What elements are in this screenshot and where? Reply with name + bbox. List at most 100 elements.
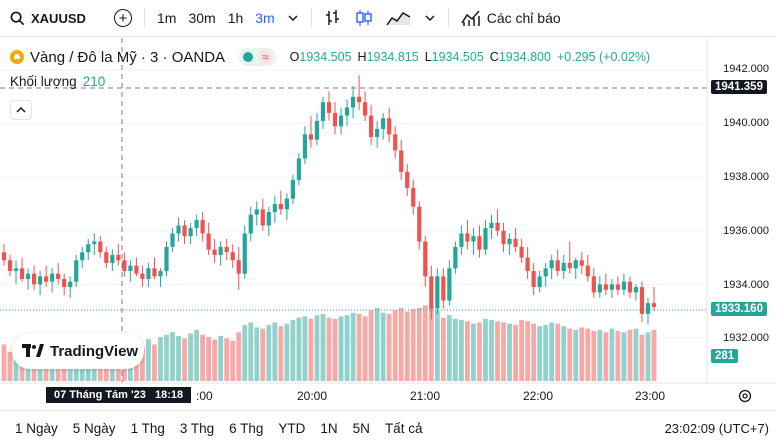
- volume-bar: [182, 338, 187, 381]
- range-1m[interactable]: 1 Thg: [130, 421, 165, 436]
- volume-bar: [543, 324, 549, 381]
- candle-body: [483, 228, 488, 250]
- price-tick: 1932.000: [723, 332, 769, 344]
- volume-bar: [380, 312, 386, 381]
- time-tick: 23:00: [635, 389, 666, 403]
- candle-body: [224, 246, 229, 253]
- price-tick: 1938.000: [723, 171, 769, 183]
- low-key: L: [424, 50, 432, 64]
- candle-body: [363, 102, 368, 116]
- area-style-button[interactable]: [386, 9, 412, 27]
- approx-icon: ≈: [259, 50, 272, 64]
- candle-body: [7, 260, 13, 271]
- symbol-search[interactable]: XAUUSD: [0, 11, 108, 26]
- timeframe-1m[interactable]: 1m: [157, 10, 177, 26]
- collapse-legend-button[interactable]: [10, 100, 32, 120]
- volume-bar: [248, 322, 254, 381]
- candle-body: [38, 276, 43, 285]
- candle-body: [387, 118, 392, 135]
- candle-body: [441, 276, 446, 301]
- chart-settings-button[interactable]: [737, 388, 753, 409]
- candle-body: [567, 262, 572, 269]
- volume-bar: [627, 329, 633, 381]
- volume-value: 210: [82, 74, 106, 89]
- volume-bar: [284, 323, 290, 381]
- volume-bar: [266, 324, 272, 381]
- candle-body: [525, 257, 530, 271]
- range-5y[interactable]: 5N: [352, 421, 370, 436]
- range-6m[interactable]: 6 Thg: [229, 421, 264, 436]
- tradingview-logo[interactable]: TradingView: [12, 333, 144, 369]
- candle-body: [513, 238, 518, 247]
- volume-bar: [573, 329, 579, 381]
- candle-style-button[interactable]: [354, 9, 374, 27]
- candle-body: [134, 265, 139, 274]
- market-status-badge[interactable]: ≈: [239, 48, 276, 66]
- crosshair-price-tag: 1941.359: [711, 80, 767, 94]
- high-value: 1934.815: [366, 50, 419, 64]
- indicators-button[interactable]: Các chỉ báo: [461, 9, 561, 27]
- volume-bar: [242, 324, 248, 381]
- timeframe-30m[interactable]: 30m: [188, 10, 216, 26]
- volume-bar: [200, 334, 206, 381]
- range-ytd[interactable]: YTD: [278, 421, 306, 436]
- candle-body: [332, 112, 338, 127]
- candle-body: [531, 271, 536, 288]
- candle-body: [158, 271, 163, 277]
- search-icon: [10, 11, 25, 25]
- candle-body: [633, 287, 639, 293]
- open-value: 1934.505: [299, 50, 352, 64]
- candle-body: [110, 254, 115, 263]
- candle-body: [338, 115, 344, 127]
- volume-bar: [525, 321, 531, 381]
- tradingview-logo-icon: [22, 344, 44, 357]
- volume-bar: [507, 323, 512, 381]
- current-price-tag: 1933.160: [711, 302, 767, 316]
- candle-body: [44, 276, 49, 282]
- bar-style-button[interactable]: [324, 9, 342, 27]
- volume-bar: [459, 320, 464, 381]
- range-5d[interactable]: 5 Ngày: [72, 421, 116, 436]
- volume-bar: [1, 344, 7, 381]
- candle-body: [98, 241, 103, 253]
- chart-type-dropdown[interactable]: [424, 12, 436, 24]
- low-value: 1934.505: [431, 50, 484, 64]
- timezone-clock[interactable]: 23:02:09 (UTC+7): [664, 421, 769, 436]
- range-all[interactable]: Tất cả: [384, 421, 423, 436]
- price-tick: 1940.000: [723, 117, 769, 129]
- range-3m[interactable]: 3 Thg: [179, 421, 215, 436]
- candle-body: [188, 228, 193, 237]
- candle-body: [399, 150, 404, 172]
- price-tick: 1934.000: [723, 279, 769, 291]
- tradingview-logo-text: TradingView: [50, 342, 139, 360]
- volume-bar: [567, 328, 573, 381]
- volume-bar: [392, 310, 398, 381]
- volume-bar: [591, 331, 597, 381]
- range-1y[interactable]: 1N: [320, 421, 338, 436]
- candle-body: [537, 276, 542, 288]
- indicators-label: Các chỉ báo: [486, 10, 561, 26]
- volume-bar: [326, 317, 332, 381]
- candle-body: [369, 115, 374, 137]
- volume-bar: [314, 315, 320, 381]
- volume-bar: [368, 310, 374, 381]
- timeframe-dropdown-button[interactable]: [287, 12, 299, 24]
- compare-symbol-button[interactable]: +: [114, 9, 132, 27]
- range-1d[interactable]: 1 Ngày: [15, 421, 58, 436]
- candle-body: [465, 233, 470, 242]
- candle-body: [585, 265, 590, 277]
- timeframe-1h[interactable]: 1h: [227, 10, 244, 26]
- candle-body: [74, 260, 79, 282]
- volume-bar: [440, 317, 446, 381]
- candle-body: [200, 220, 205, 234]
- candle-body: [152, 268, 157, 277]
- timeframe-3m[interactable]: 3m: [255, 10, 275, 26]
- change-value: +0.295 (+0.02%): [556, 50, 651, 64]
- volume-bar: [194, 329, 199, 381]
- candle-body: [350, 96, 356, 108]
- candle-body: [453, 246, 458, 269]
- high-key: H: [357, 50, 367, 64]
- candle-body: [507, 238, 512, 245]
- candle-body: [411, 187, 416, 207]
- time-tick: 21:00: [410, 389, 441, 403]
